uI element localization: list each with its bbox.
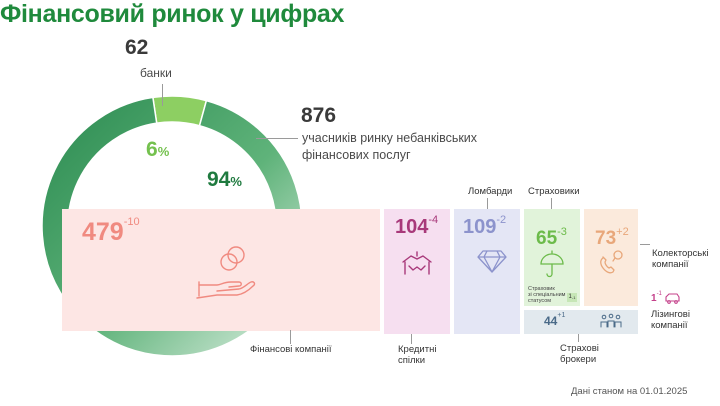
fin-companies-block xyxy=(62,209,380,331)
collectors-label-1: Колекторські xyxy=(652,248,709,259)
pawnshops-label: Ломбарди xyxy=(468,186,513,197)
insurers-block xyxy=(524,209,580,306)
pawnshops-leader xyxy=(487,198,488,209)
special-status-value: 1-1 xyxy=(567,293,577,302)
insurers-label: Страховики xyxy=(528,186,580,197)
brokers-label-2: брокери xyxy=(560,354,597,365)
fin-companies-value: 479-10 xyxy=(82,216,140,246)
footnote: Дані станом на 01.01.2025 xyxy=(571,386,688,397)
nonbank-value: 876 xyxy=(301,104,337,127)
collectors-block xyxy=(584,209,638,306)
nonbank-percent: 94% xyxy=(207,168,242,191)
collectors-leader xyxy=(640,244,650,245)
fin-companies-leader xyxy=(290,330,291,344)
collectors-value: 73+2 xyxy=(595,226,629,249)
special-status-label-2: зі спеціальним xyxy=(528,292,566,298)
brokers-leader xyxy=(578,334,579,342)
credit-unions-block xyxy=(384,209,450,334)
banks-percent: 6% xyxy=(146,138,170,161)
credit-unions-leader xyxy=(411,334,412,344)
leasing-label-1: Лізингові xyxy=(651,309,690,320)
brokers-value: 44+1 xyxy=(544,312,566,328)
special-status-label-1: Страховик xyxy=(528,286,555,292)
credit-unions-value: 104-4 xyxy=(395,214,439,238)
banks-leader xyxy=(162,84,163,106)
credit-unions-label-2: спілки xyxy=(398,355,426,366)
fin-companies-label: Фінансові компанії xyxy=(250,344,332,355)
page-title: Фінансовий ринок у цифрах xyxy=(0,0,345,28)
brokers-label-1: Страхові xyxy=(560,343,599,354)
credit-unions-label-1: Кредитні xyxy=(398,344,437,355)
banks-label: банки xyxy=(140,66,172,80)
pawnshops-block xyxy=(454,209,520,334)
nonbank-label-1: учасників ринку небанківських xyxy=(302,131,478,145)
leasing-value: 1-1 xyxy=(651,291,662,304)
insurers-value: 65-3 xyxy=(536,226,567,249)
nonbank-label-2: фінансових послуг xyxy=(302,148,411,162)
banks-value: 62 xyxy=(125,36,149,59)
collectors-label-2: компанії xyxy=(652,259,689,270)
pawnshops-value: 109-2 xyxy=(463,214,507,238)
nonbank-leader xyxy=(256,138,298,139)
leasing-label-2: компанії xyxy=(651,320,688,331)
insurers-leader xyxy=(551,198,552,209)
special-status-label-3: статусом xyxy=(528,298,552,304)
